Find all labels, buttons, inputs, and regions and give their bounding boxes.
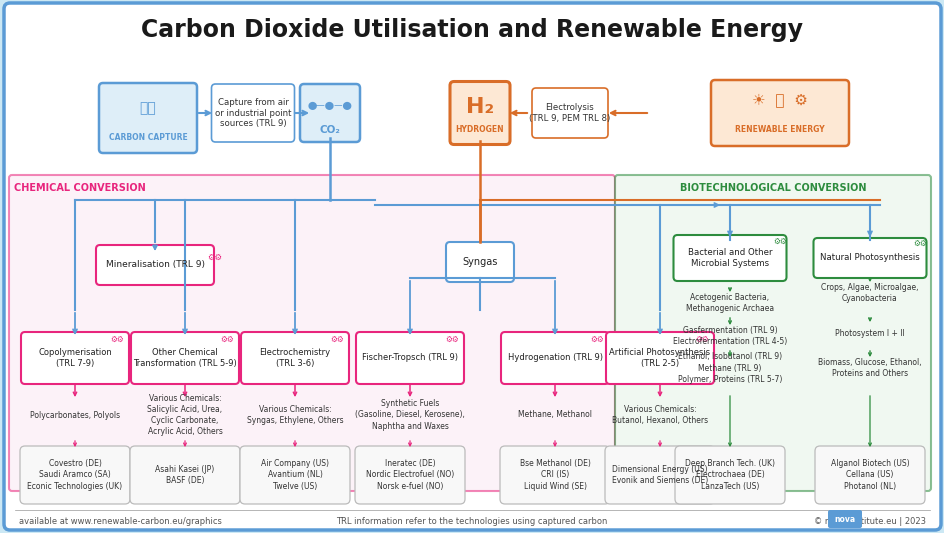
FancyBboxPatch shape	[531, 88, 607, 138]
FancyBboxPatch shape	[20, 446, 130, 504]
Text: ⚙⚙: ⚙⚙	[912, 238, 926, 247]
Text: Natural Photosynthesis: Natural Photosynthesis	[819, 254, 919, 262]
FancyBboxPatch shape	[500, 332, 608, 384]
FancyBboxPatch shape	[355, 446, 464, 504]
Text: ⬤—⬤—⬤: ⬤—⬤—⬤	[307, 101, 352, 110]
FancyBboxPatch shape	[9, 175, 615, 491]
Text: Crops, Algae, Microalgae,
Cyanobacteria: Crops, Algae, Microalgae, Cyanobacteria	[820, 283, 918, 303]
FancyBboxPatch shape	[240, 446, 349, 504]
FancyBboxPatch shape	[99, 83, 196, 153]
FancyBboxPatch shape	[449, 82, 510, 144]
FancyBboxPatch shape	[131, 332, 239, 384]
Text: available at www.renewable-carbon.eu/graphics: available at www.renewable-carbon.eu/gra…	[19, 518, 221, 527]
Text: Electrochemistry
(TRL 3-6): Electrochemistry (TRL 3-6)	[260, 348, 330, 368]
Text: ⚙⚙: ⚙⚙	[329, 335, 344, 343]
Text: ⚙⚙: ⚙⚙	[445, 335, 459, 343]
Text: Asahi Kasei (JP)
BASF (DE): Asahi Kasei (JP) BASF (DE)	[155, 465, 214, 485]
FancyBboxPatch shape	[814, 446, 924, 504]
FancyBboxPatch shape	[604, 446, 715, 504]
Text: Alganol Biotech (US)
Cellana (US)
Photanol (NL): Alganol Biotech (US) Cellana (US) Photan…	[830, 459, 908, 490]
Text: ⚙⚙: ⚙⚙	[589, 335, 603, 343]
Text: Mineralisation (TRL 9): Mineralisation (TRL 9)	[106, 261, 204, 270]
Text: BIOTECHNOLOGICAL CONVERSION: BIOTECHNOLOGICAL CONVERSION	[679, 183, 866, 193]
Text: ⬛🏭: ⬛🏭	[140, 101, 156, 115]
Text: Capture from air
or industrial point
sources (TRL 9): Capture from air or industrial point sou…	[214, 98, 291, 128]
FancyBboxPatch shape	[499, 446, 610, 504]
Text: Syngas: Syngas	[462, 257, 497, 267]
FancyBboxPatch shape	[21, 332, 129, 384]
Text: Biomass, Glucose, Ethanol,
Proteins and Others: Biomass, Glucose, Ethanol, Proteins and …	[818, 358, 920, 378]
Text: ☀  🌬  ⚙: ☀ 🌬 ⚙	[751, 93, 807, 108]
Text: Air Company (US)
Avantium (NL)
Twelve (US): Air Company (US) Avantium (NL) Twelve (U…	[261, 459, 329, 490]
Text: Methane, Methanol: Methane, Methanol	[517, 410, 591, 419]
Text: Fischer-Tropsch (TRL 9): Fischer-Tropsch (TRL 9)	[362, 353, 458, 362]
Text: Carbon Dioxide Utilisation and Renewable Energy: Carbon Dioxide Utilisation and Renewable…	[141, 18, 802, 42]
FancyBboxPatch shape	[710, 80, 848, 146]
Text: Other Chemical
Transformation (TRL 5-9): Other Chemical Transformation (TRL 5-9)	[133, 348, 237, 368]
Text: Various Chemicals:
Syngas, Ethylene, Others: Various Chemicals: Syngas, Ethylene, Oth…	[246, 405, 343, 425]
Text: Polycarbonates, Polyols: Polycarbonates, Polyols	[30, 410, 120, 419]
Text: ⚙⚙: ⚙⚙	[695, 335, 708, 343]
FancyBboxPatch shape	[211, 84, 295, 142]
Text: Acetogenic Bacteria,
Methanogenic Archaea: Acetogenic Bacteria, Methanogenic Archae…	[685, 293, 773, 313]
Text: Synthetic Fuels
(Gasoline, Diesel, Kerosene),
Naphtha and Waxes: Synthetic Fuels (Gasoline, Diesel, Keros…	[355, 399, 464, 431]
FancyBboxPatch shape	[615, 175, 930, 491]
Text: Gasfermentation (TRL 9)
Electrofermentation (TRL 4-5): Gasfermentation (TRL 9) Electrofermentat…	[672, 326, 786, 346]
Text: Artificial Photosynthesis
(TRL 2-5): Artificial Photosynthesis (TRL 2-5)	[609, 348, 710, 368]
FancyBboxPatch shape	[827, 510, 861, 528]
Text: Ineratec (DE)
Nordic Electrofuel (NO)
Norsk e-fuel (NO): Ineratec (DE) Nordic Electrofuel (NO) No…	[365, 459, 454, 490]
Text: © nova-Institute.eu | 2023: © nova-Institute.eu | 2023	[813, 518, 925, 527]
Text: nova: nova	[834, 514, 854, 523]
FancyBboxPatch shape	[241, 332, 348, 384]
Text: Hydrogenation (TRL 9): Hydrogenation (TRL 9)	[507, 353, 602, 362]
Text: Copolymerisation
(TRL 7-9): Copolymerisation (TRL 7-9)	[38, 348, 111, 368]
FancyBboxPatch shape	[356, 332, 464, 384]
Text: Covestro (DE)
Saudi Aramco (SA)
Econic Technologies (UK): Covestro (DE) Saudi Aramco (SA) Econic T…	[27, 459, 123, 490]
Text: Various Chemicals:
Butanol, Hexanol, Others: Various Chemicals: Butanol, Hexanol, Oth…	[612, 405, 707, 425]
FancyBboxPatch shape	[813, 238, 925, 278]
FancyBboxPatch shape	[4, 3, 940, 530]
FancyBboxPatch shape	[605, 332, 714, 384]
Text: Dimensional Energy (US)
Evonik and Siemens (DE): Dimensional Energy (US) Evonik and Sieme…	[611, 465, 707, 485]
FancyBboxPatch shape	[674, 446, 784, 504]
Text: HYDROGEN: HYDROGEN	[455, 125, 504, 134]
Text: ⚙⚙: ⚙⚙	[110, 335, 124, 343]
Text: Photosystem I + II: Photosystem I + II	[834, 328, 904, 337]
Text: Ethanol, Isobutanol (TRL 9)
Methane (TRL 9)
Polymer, Proteins (TRL 5-7): Ethanol, Isobutanol (TRL 9) Methane (TRL…	[677, 352, 782, 384]
Text: CO₂: CO₂	[319, 125, 340, 135]
Text: Electrolysis
(TRL 9, PEM TRL 8): Electrolysis (TRL 9, PEM TRL 8)	[529, 103, 610, 123]
Text: Bacterial and Other
Microbial Systems: Bacterial and Other Microbial Systems	[687, 248, 771, 268]
FancyBboxPatch shape	[130, 446, 240, 504]
Text: RENEWABLE ENERGY: RENEWABLE ENERGY	[734, 125, 824, 134]
Text: ⚙⚙: ⚙⚙	[208, 253, 222, 262]
Text: TRL information refer to the technologies using captured carbon: TRL information refer to the technologie…	[336, 518, 607, 527]
Text: Various Chemicals:
Salicylic Acid, Urea,
Cyclic Carbonate,
Acrylic Acid, Others: Various Chemicals: Salicylic Acid, Urea,…	[147, 394, 223, 436]
FancyBboxPatch shape	[299, 84, 360, 142]
Text: CARBON CAPTURE: CARBON CAPTURE	[109, 133, 187, 142]
FancyBboxPatch shape	[96, 245, 213, 285]
Text: ⚙⚙: ⚙⚙	[772, 237, 786, 246]
Text: Deep Branch Tech. (UK)
Electrochaea (DE)
LanzaTech (US): Deep Branch Tech. (UK) Electrochaea (DE)…	[684, 459, 774, 490]
FancyBboxPatch shape	[673, 235, 785, 281]
Text: CHEMICAL CONVERSION: CHEMICAL CONVERSION	[14, 183, 145, 193]
Text: ⚙⚙: ⚙⚙	[220, 335, 233, 343]
FancyBboxPatch shape	[446, 242, 514, 282]
Text: H₂: H₂	[465, 97, 494, 117]
Text: Bse Methanol (DE)
CRI (IS)
Liquid Wind (SE): Bse Methanol (DE) CRI (IS) Liquid Wind (…	[519, 459, 590, 490]
